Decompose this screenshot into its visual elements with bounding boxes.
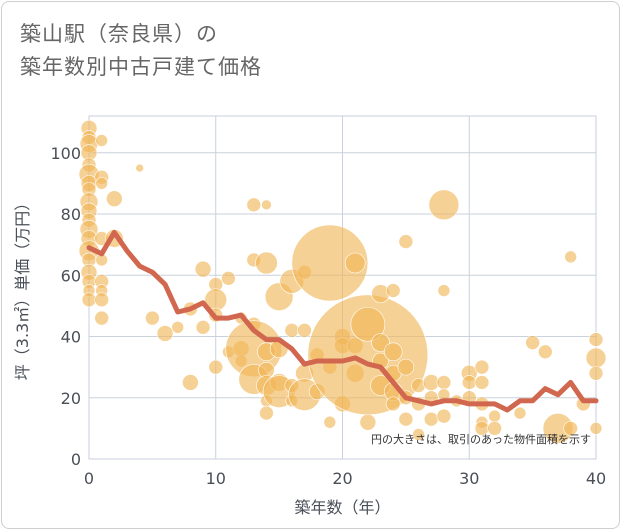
data-bubble xyxy=(81,292,97,308)
x-tick-label: 0 xyxy=(84,469,94,488)
data-bubble xyxy=(398,234,414,249)
data-bubble xyxy=(94,292,109,308)
data-bubble xyxy=(135,163,144,173)
x-tick-label: 40 xyxy=(586,469,606,488)
data-bubble xyxy=(145,310,160,326)
data-bubble xyxy=(350,306,386,342)
data-bubble xyxy=(585,347,607,369)
y-tick-label: 40 xyxy=(61,328,81,347)
data-bubble xyxy=(344,252,366,274)
data-bubble xyxy=(182,374,199,391)
data-bubble xyxy=(255,251,278,275)
data-bubble xyxy=(513,406,527,420)
trend-line xyxy=(86,229,599,413)
data-bubble xyxy=(437,284,451,297)
data-bubble xyxy=(487,421,502,436)
data-bubble xyxy=(563,421,578,436)
y-tick-label: 0 xyxy=(71,450,81,469)
data-bubble xyxy=(246,197,262,213)
y-axis-ticks: 0 20 40 60 80 100 xyxy=(50,144,81,469)
x-tick-label: 10 xyxy=(206,469,226,488)
data-bubble xyxy=(398,411,414,427)
data-bubble xyxy=(156,325,174,342)
data-bubble xyxy=(537,344,553,360)
y-tick-label: 80 xyxy=(61,205,81,224)
data-bubble xyxy=(525,335,540,350)
data-bubble xyxy=(428,189,460,221)
data-bubble xyxy=(474,359,490,375)
data-bubble xyxy=(261,199,272,211)
chart-title-line-1: 築山駅（奈良県）の xyxy=(20,22,218,46)
data-bubble xyxy=(474,375,490,390)
data-bubble xyxy=(284,323,300,338)
y-axis-title: 坪（3.3㎡）単価（万円） xyxy=(13,195,32,380)
data-bubble xyxy=(385,396,401,412)
x-axis-title: 築年数（年） xyxy=(294,498,390,517)
data-bubble xyxy=(412,428,425,441)
data-bubble xyxy=(397,358,415,376)
data-bubble xyxy=(208,359,224,375)
data-bubble xyxy=(221,271,236,286)
x-tick-label: 30 xyxy=(459,469,479,488)
data-bubble xyxy=(171,321,185,334)
chart-title: 築山駅（奈良県）の 築年数別中古戸建て価格 xyxy=(20,18,262,84)
data-bubble xyxy=(371,333,390,352)
data-bubble xyxy=(589,422,603,435)
data-bubble xyxy=(106,190,123,207)
chart-title-line-2: 築年数別中古戸建て価格 xyxy=(20,55,262,79)
data-bubble xyxy=(94,310,109,326)
data-bubble xyxy=(423,411,439,427)
data-bubble xyxy=(291,224,369,302)
data-bubble xyxy=(564,250,577,264)
data-bubble xyxy=(359,413,377,431)
data-bubble xyxy=(323,415,337,429)
data-bubble xyxy=(436,408,452,424)
data-bubble xyxy=(385,283,401,298)
y-tick-label: 60 xyxy=(61,266,81,285)
data-bubble xyxy=(95,177,108,190)
data-bubble xyxy=(297,323,312,338)
data-bubble xyxy=(194,260,212,278)
bubble-size-note: 円の大きさは、取引のあった物件面積を示す xyxy=(371,432,591,446)
y-tick-label: 100 xyxy=(50,144,81,163)
y-tick-label: 20 xyxy=(61,389,81,408)
data-bubble xyxy=(436,375,452,390)
x-tick-label: 20 xyxy=(332,469,352,488)
data-bubble xyxy=(383,342,403,362)
bubble-series xyxy=(78,119,607,444)
data-bubble xyxy=(95,134,108,147)
data-bubble xyxy=(488,409,501,423)
x-axis-ticks: 0 10 20 30 40 xyxy=(84,469,606,488)
data-bubble xyxy=(588,332,604,347)
data-bubble xyxy=(259,405,274,421)
data-bubble xyxy=(588,365,604,381)
data-bubble xyxy=(195,320,211,335)
data-bubble xyxy=(461,375,477,390)
